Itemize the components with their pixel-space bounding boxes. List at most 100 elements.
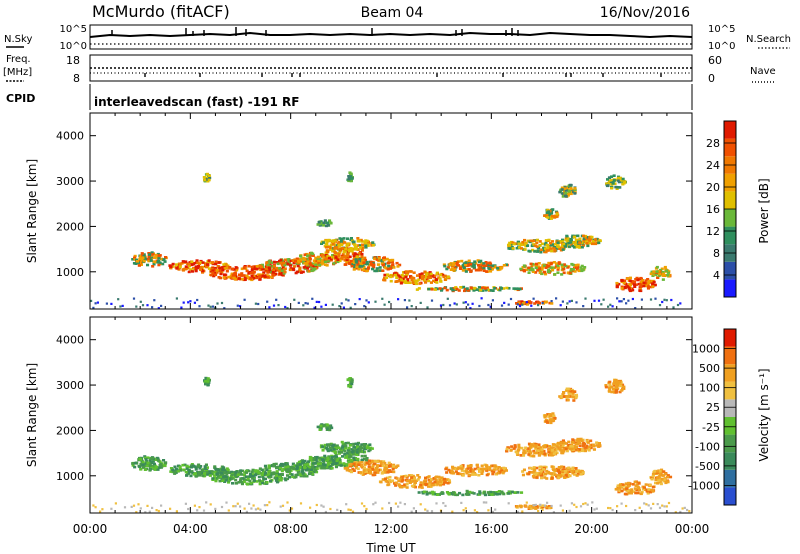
- range-cell: [518, 305, 522, 308]
- range-cell: [327, 458, 331, 462]
- range-cell: [209, 269, 213, 273]
- power-ylabel: Slant Range [km]: [25, 159, 39, 263]
- range-cell: [606, 178, 610, 181]
- range-cell: [175, 267, 179, 270]
- range-cell: [560, 394, 564, 398]
- range-cell: [511, 247, 515, 250]
- range-cell: [502, 287, 506, 290]
- range-cell: [153, 260, 157, 264]
- range-cell: [317, 262, 321, 265]
- range-cell: [245, 269, 249, 273]
- range-cell: [621, 483, 625, 486]
- range-cell: [625, 487, 629, 490]
- range-cell: [618, 489, 622, 492]
- range-cell: [365, 461, 369, 465]
- range-cell: [298, 463, 302, 466]
- range-cell: [541, 264, 545, 268]
- range-cell: [321, 449, 325, 452]
- range-cell: [348, 455, 352, 459]
- range-cell: [532, 470, 536, 473]
- range-cell: [388, 501, 391, 505]
- range-cell: [322, 505, 325, 508]
- range-cell: [564, 447, 568, 451]
- range-cell: [665, 269, 669, 273]
- range-cell: [653, 283, 657, 287]
- range-cell: [466, 467, 470, 470]
- range-cell: [552, 444, 556, 448]
- range-cell: [355, 265, 359, 268]
- range-cell: [530, 471, 534, 474]
- range-cell: [350, 249, 354, 253]
- range-cell: [472, 263, 476, 266]
- range-cell: [242, 480, 246, 484]
- range-cell: [580, 269, 584, 273]
- range-cell: [478, 491, 482, 495]
- range-cell: [269, 479, 273, 483]
- range-cell: [661, 270, 665, 274]
- range-cell: [638, 506, 641, 509]
- range-cell: [303, 463, 307, 466]
- range-cell: [461, 466, 465, 469]
- range-cell: [484, 270, 488, 273]
- range-cell: [304, 302, 307, 305]
- range-cell: [431, 492, 435, 496]
- range-cell: [646, 285, 650, 288]
- range-cell: [592, 444, 596, 448]
- range-cell: [346, 256, 350, 260]
- range-cell: [297, 465, 301, 468]
- range-cell: [592, 239, 596, 243]
- range-cell: [383, 276, 387, 280]
- range-cell: [620, 300, 623, 303]
- range-cell: [550, 212, 554, 215]
- range-cell: [139, 256, 143, 259]
- range-cell: [364, 246, 368, 249]
- range-cell: [245, 274, 249, 278]
- range-cell: [235, 268, 239, 272]
- range-cell: [663, 505, 666, 508]
- range-cell: [417, 278, 421, 281]
- range-cell: [222, 468, 226, 471]
- range-cell: [187, 507, 190, 511]
- range-cell: [583, 443, 587, 446]
- range-cell: [455, 263, 459, 266]
- range-cell: [410, 474, 414, 477]
- range-cell: [310, 472, 314, 475]
- range-cell: [513, 444, 517, 447]
- range-cell: [375, 269, 379, 273]
- range-cell: [344, 263, 348, 266]
- range-cell: [388, 300, 391, 304]
- range-cell: [505, 447, 509, 451]
- range-cell: [578, 441, 582, 445]
- range-cell: [579, 266, 583, 269]
- range-cell: [560, 445, 564, 449]
- range-cell: [658, 481, 662, 484]
- range-cell: [420, 272, 424, 275]
- range-cell: [148, 459, 152, 462]
- range-cell: [661, 474, 665, 477]
- range-cell: [258, 482, 262, 486]
- range-cell: [369, 260, 373, 264]
- range-cell: [609, 179, 613, 182]
- range-cell: [519, 267, 523, 271]
- range-cell: [463, 469, 467, 473]
- range-cell: [527, 472, 531, 476]
- range-cell: [566, 302, 569, 305]
- range-cell: [649, 490, 653, 494]
- range-cell: [556, 271, 560, 274]
- range-cell: [283, 263, 287, 267]
- range-cell: [329, 447, 333, 451]
- range-cell: [464, 270, 468, 273]
- range-cell: [543, 214, 547, 217]
- range-cell: [546, 216, 550, 219]
- range-cell: [322, 221, 326, 225]
- range-cell: [309, 459, 313, 462]
- range-cell: [410, 476, 414, 479]
- range-cell: [315, 455, 319, 459]
- range-cell: [450, 469, 454, 473]
- range-cell: [562, 465, 566, 469]
- range-cell: [267, 472, 271, 476]
- range-cell: [385, 476, 389, 480]
- range-cell: [349, 384, 353, 387]
- range-cell: [365, 458, 369, 462]
- range-cell: [454, 493, 458, 497]
